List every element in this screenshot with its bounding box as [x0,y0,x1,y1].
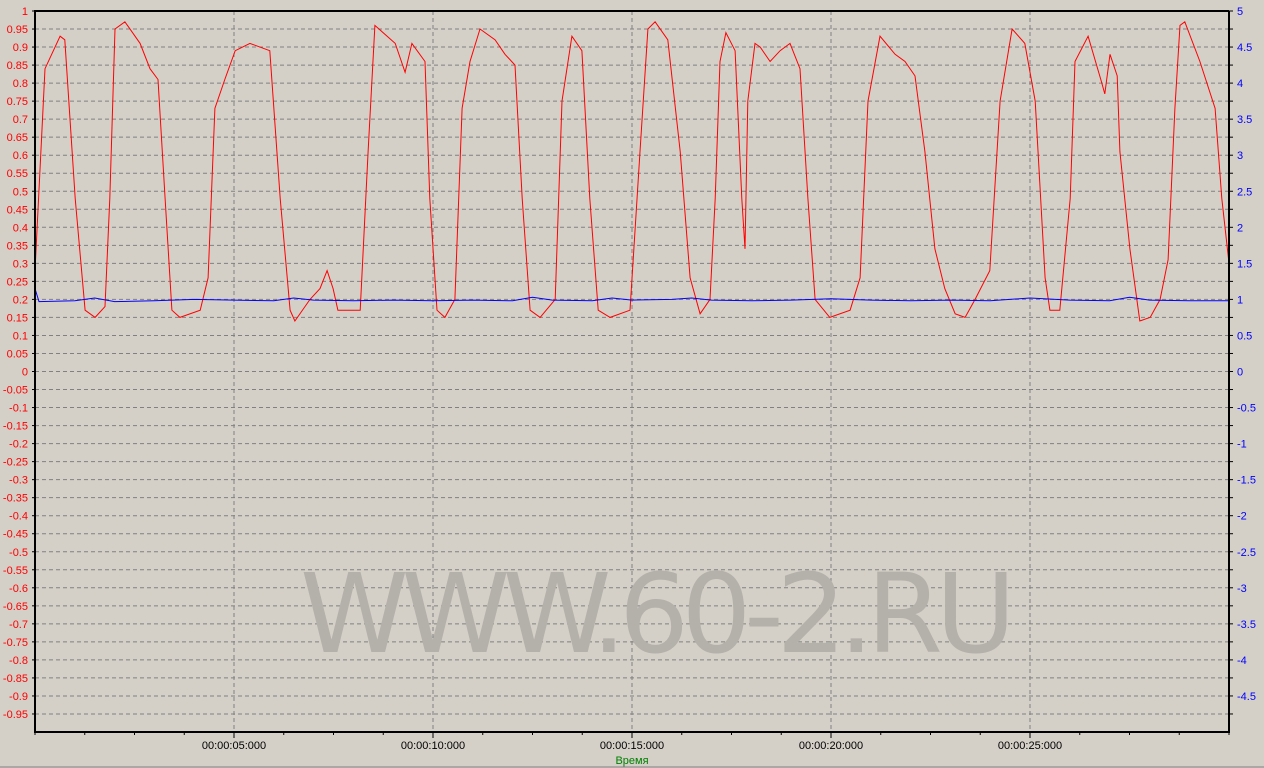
y-right-tick-label: 0 [1237,367,1243,379]
y-left-tick-label: 0.4 [13,222,28,234]
y-left-tick-label: 0.95 [7,24,28,36]
y-left-tick-label: 0.9 [13,42,28,54]
y-right-tick-label: -3.5 [1237,619,1256,631]
y-right-tick-label: -3 [1237,583,1247,595]
series-line-left [34,21,1230,323]
x-tick-label: 00:00:20:000 [799,740,863,752]
y-left-tick-label: 0.15 [7,312,28,324]
series-group [34,21,1230,323]
y-left-tick-label: 1 [22,6,28,18]
x-tick-label: 00:00:10:000 [401,740,465,752]
y-left-tick-label: 0.05 [7,348,28,360]
y-left-tick-label: 0 [22,367,28,379]
y-right-tick-label: 1.5 [1237,258,1252,270]
y-left-tick-label: -0.45 [3,529,28,541]
grid [35,11,1229,732]
y-right-tick-label: 1 [1237,294,1243,306]
watermark: WWW.60-2.RU [300,550,1020,678]
y-right-tick-label: -1.5 [1237,475,1256,487]
y-left-tick-label: 0.35 [7,240,28,252]
y-right-tick-label: -4 [1237,655,1247,667]
y-left-tick-label: 0.3 [13,258,28,270]
y-left-tick-label: 0.25 [7,276,28,288]
y-right-tick-label: 5 [1237,6,1243,18]
x-tick-label: 00:00:15:000 [600,740,664,752]
y-left-tick-label: -0.1 [9,403,28,415]
y-right-tick-label: 3 [1237,150,1243,162]
y-right-tick-label: 2 [1237,222,1243,234]
y-left-tick-label: 0.45 [7,204,28,216]
y-left-tick-label: 0.6 [13,150,28,162]
y-left-tick-label: -0.4 [9,511,28,523]
y-left-tick-label: -0.55 [3,565,28,577]
y-left-tick-label: 0.75 [7,96,28,108]
y-left-tick-label: -0.85 [3,673,28,685]
y-left-tick-label: -0.8 [9,655,28,667]
series-line-right [34,288,1229,303]
y-left-tick-label: -0.5 [9,547,28,559]
y-right-tick-label: -1 [1237,439,1247,451]
y-right-tick-label: -2 [1237,511,1247,523]
x-tick-label: 00:00:05:000 [202,740,266,752]
y-right-tick-label: 3.5 [1237,114,1252,126]
y-right-tick-label: -4.5 [1237,691,1256,703]
y-left-tick-label: -0.35 [3,493,28,505]
y-left-tick-label: -0.25 [3,457,28,469]
y-left-tick-label: -0.65 [3,601,28,613]
y-left-tick-label: 0.7 [13,114,28,126]
y-left-tick-label: -0.15 [3,421,28,433]
y-left-tick-label: 0.65 [7,132,28,144]
y-left-tick-label: -0.3 [9,475,28,487]
y-left-tick-label: 0.8 [13,78,28,90]
x-tick-label: 00:00:25:000 [998,740,1062,752]
y-left-tick-label: -0.7 [9,619,28,631]
y-right-tick-label: 2.5 [1237,186,1252,198]
y-left-tick-label: 0.5 [13,186,28,198]
y-right-tick-label: 0.5 [1237,330,1252,342]
y-left-tick-label: -0.6 [9,583,28,595]
y-left-tick-label: -0.75 [3,637,28,649]
y-left-tick-label: -0.95 [3,709,28,721]
y-right-tick-label: -0.5 [1237,403,1256,415]
y-left-tick-label: 0.1 [13,330,28,342]
y-left-tick-label: -0.2 [9,439,28,451]
y-right-tick-label: -2.5 [1237,547,1256,559]
y-left-tick-label: 0.85 [7,60,28,72]
y-left-tick-label: -0.9 [9,691,28,703]
y-left-tick-label: 0.55 [7,168,28,180]
y-left-tick-label: 0.2 [13,294,28,306]
y-right-tick-label: 4.5 [1237,42,1252,54]
ticks: 10.950.90.850.80.750.70.650.60.550.50.45… [3,6,1256,752]
y-right-tick-label: 4 [1237,78,1243,90]
x-axis-label: Время [615,755,648,767]
y-left-tick-label: -0.05 [3,385,28,397]
